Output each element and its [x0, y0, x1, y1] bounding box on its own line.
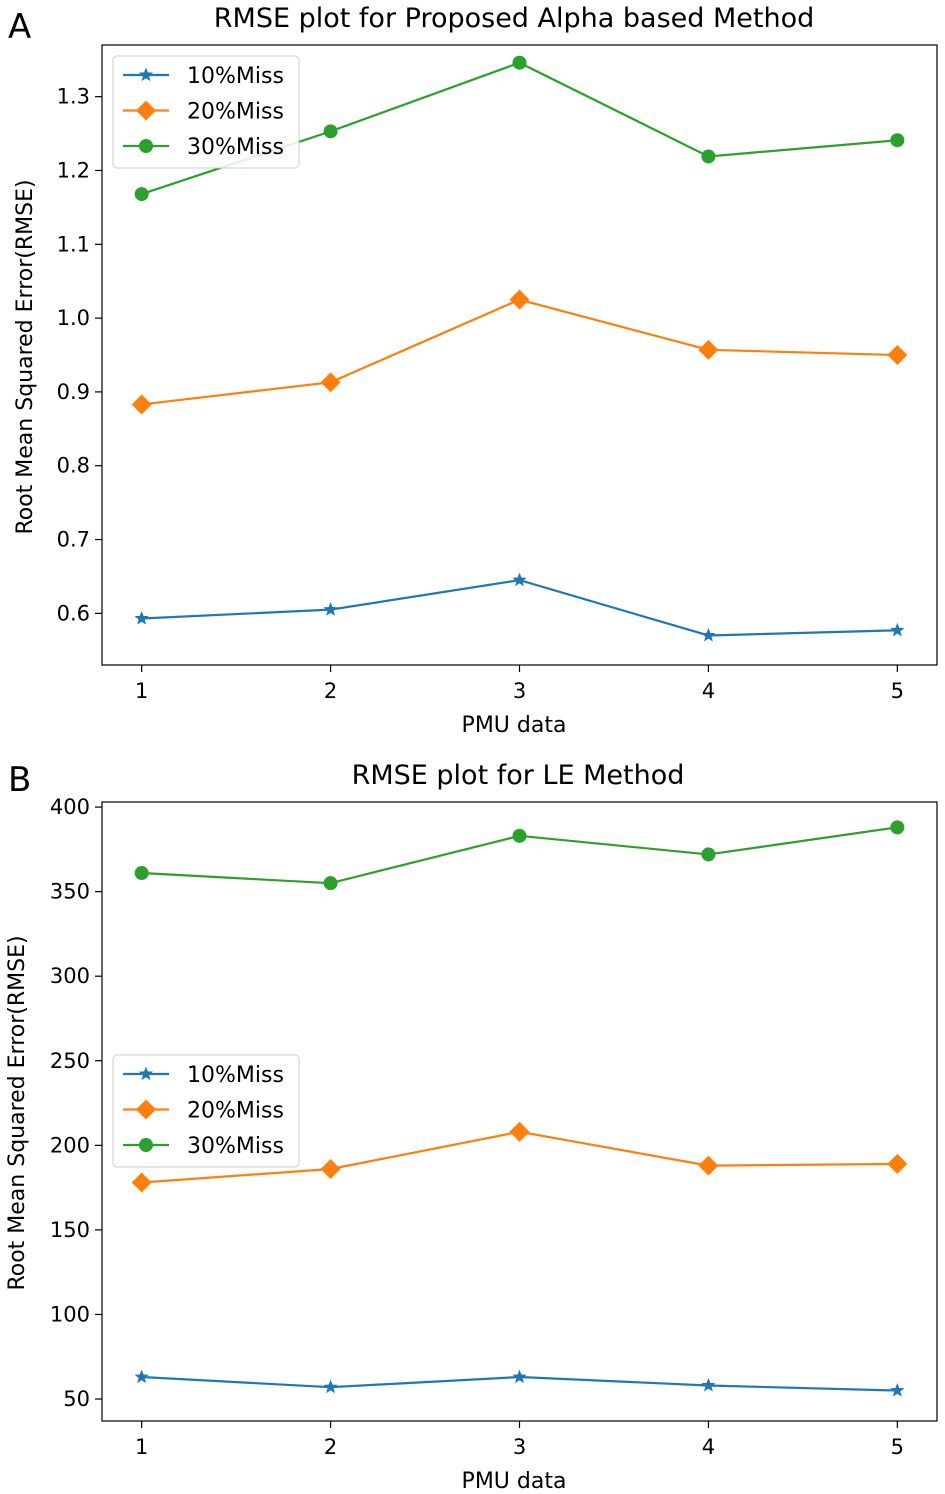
y-tick-label: 250	[50, 1049, 90, 1073]
data-point	[134, 866, 149, 881]
data-point	[323, 124, 338, 139]
y-tick-label: 0.7	[57, 528, 90, 552]
series-a-0	[134, 572, 905, 642]
data-point	[134, 611, 149, 625]
x-tick-label: 2	[324, 1435, 337, 1459]
chart-panel-b: B RMSE plot for LE Method PMU data Root …	[5, 760, 938, 1494]
x-tick-label: 1	[135, 679, 148, 703]
legend-marker	[139, 139, 153, 153]
data-point	[701, 149, 716, 164]
chart-panel-a: A RMSE plot for Proposed Alpha based Met…	[8, 3, 938, 738]
data-point	[890, 1383, 905, 1397]
data-point	[698, 1155, 719, 1176]
data-point	[512, 572, 527, 587]
legend-entry: 20%Miss	[123, 100, 284, 125]
data-point	[509, 1121, 530, 1142]
data-point	[887, 1153, 908, 1174]
legend-marker	[139, 1138, 153, 1152]
x-tick-label: 1	[135, 1435, 148, 1459]
series-b-2	[134, 820, 905, 891]
x-tick-label: 3	[513, 679, 526, 703]
data-point	[701, 847, 716, 862]
legend-box	[112, 1054, 300, 1168]
data-point	[509, 289, 530, 310]
legend-label: 20%Miss	[187, 1099, 284, 1124]
x-tick-label: 5	[891, 1435, 904, 1459]
legend-entry: 30%Miss	[123, 1134, 284, 1159]
legend-box	[112, 55, 300, 169]
legend-entry: 10%Miss	[123, 64, 284, 89]
data-point	[890, 622, 905, 637]
y-tick-label: 200	[50, 1133, 90, 1157]
data-point	[323, 1379, 338, 1394]
x-axis-label-a: PMU data	[462, 713, 567, 738]
data-point	[131, 394, 152, 415]
data-point	[512, 55, 527, 70]
x-tick-label: 4	[702, 679, 715, 703]
data-point	[698, 339, 719, 360]
legend-entry: 20%Miss	[123, 1099, 284, 1124]
y-tick-label: 50	[63, 1387, 90, 1411]
y-tick-label: 100	[50, 1302, 90, 1326]
data-point	[512, 828, 527, 843]
data-point	[890, 133, 905, 148]
series-b-0	[134, 1369, 905, 1397]
y-tick-label: 1.0	[57, 306, 90, 330]
data-point	[323, 876, 338, 891]
y-axis-label-a: Root Mean Squared Error(RMSE)	[13, 179, 38, 534]
data-point	[134, 187, 149, 202]
series-b-1	[131, 1121, 908, 1193]
y-tick-label: 1.1	[57, 232, 90, 256]
legend-label: 30%Miss	[187, 135, 284, 160]
y-tick-label: 0.9	[57, 380, 90, 404]
panel-letter-b: B	[8, 760, 31, 800]
y-tick-label: 150	[50, 1218, 90, 1242]
y-tick-label: 1.3	[57, 85, 90, 109]
data-point	[320, 372, 341, 393]
y-tick-label: 0.8	[57, 454, 90, 478]
y-tick-label: 350	[50, 880, 90, 904]
x-tick-label: 5	[891, 679, 904, 703]
data-point	[320, 1159, 341, 1180]
data-point	[701, 627, 716, 642]
panel-letter-a: A	[8, 7, 31, 47]
y-tick-label: 1.2	[57, 158, 90, 182]
chart-title-a: RMSE plot for Proposed Alpha based Metho…	[214, 3, 814, 34]
x-tick-label: 3	[513, 1435, 526, 1459]
x-axis-label-b: PMU data	[462, 1469, 567, 1494]
series-line	[141, 578, 898, 637]
series-a-1	[131, 289, 908, 415]
data-point	[131, 1172, 152, 1193]
data-point	[701, 1377, 716, 1392]
legend-a: 10%Miss 20%Miss 30%Miss	[112, 55, 300, 169]
legend-marker	[138, 67, 154, 82]
legend-label: 10%Miss	[187, 1063, 284, 1088]
y-tick-label: 300	[50, 964, 90, 988]
x-tick-label: 4	[702, 1435, 715, 1459]
legend-label: 30%Miss	[187, 1134, 284, 1159]
data-point	[323, 602, 338, 616]
y-tick-label: 0.6	[57, 601, 90, 625]
y-axis-label-b: Root Mean Squared Error(RMSE)	[5, 935, 30, 1290]
y-tick-label: 400	[50, 795, 90, 819]
legend-entry: 30%Miss	[123, 135, 284, 160]
data-point	[890, 820, 905, 835]
legend-entry: 10%Miss	[123, 1063, 284, 1088]
data-point	[887, 345, 908, 365]
data-point	[134, 1369, 149, 1384]
legend-label: 20%Miss	[187, 100, 284, 125]
chart-title-b: RMSE plot for LE Method	[352, 760, 685, 791]
series-line	[141, 298, 898, 406]
data-point	[512, 1369, 527, 1384]
legend-marker	[136, 100, 156, 121]
legend-marker	[138, 1066, 154, 1081]
legend-marker	[136, 1099, 156, 1120]
legend-b: 10%Miss 20%Miss 30%Miss	[112, 1054, 300, 1168]
x-tick-label: 2	[324, 679, 337, 703]
legend-label: 10%Miss	[187, 64, 284, 89]
